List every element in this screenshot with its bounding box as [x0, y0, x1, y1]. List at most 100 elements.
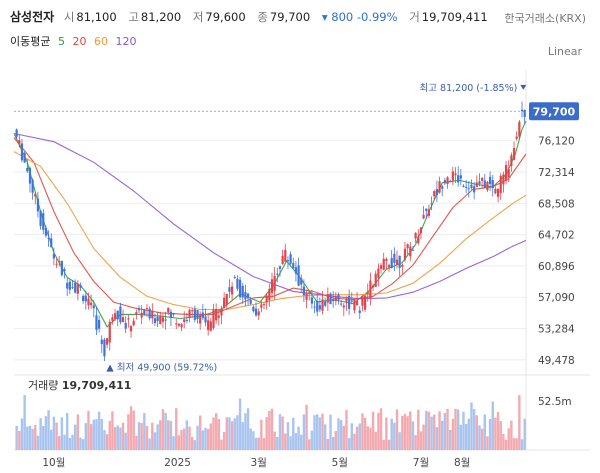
- volume-bar: [252, 431, 255, 450]
- candle-body: [329, 293, 332, 305]
- volume-bar: [510, 420, 513, 450]
- volume-bar: [42, 425, 45, 450]
- candle-body: [366, 292, 369, 294]
- candle-body: [332, 299, 335, 302]
- volume-bar: [159, 420, 162, 450]
- ma-120-line: [13, 132, 527, 300]
- volume-bar: [26, 426, 29, 450]
- volume-bar: [382, 439, 385, 450]
- volume-bar: [398, 432, 401, 450]
- volume-bar: [124, 432, 127, 450]
- open-value: 81,100: [76, 10, 117, 24]
- volume-bar: [143, 413, 146, 450]
- volume-bar: [249, 428, 252, 450]
- candle-body: [172, 313, 175, 315]
- candle-body: [321, 299, 324, 311]
- ma-20-line: [13, 137, 527, 315]
- volume-bar: [87, 410, 90, 450]
- candle-body: [63, 269, 66, 272]
- volume-bar: [137, 422, 141, 450]
- volume-bar: [427, 411, 431, 450]
- candle-body: [302, 286, 306, 296]
- volume-bar: [379, 408, 383, 450]
- scale-mode-toggle[interactable]: Linear: [547, 45, 582, 58]
- candle-body: [398, 255, 401, 268]
- volume-bar: [515, 438, 518, 450]
- exchange-name: 한국거래소(KRX): [504, 12, 586, 25]
- price-tick-label: 76,120: [538, 136, 575, 148]
- volume-bar: [28, 425, 32, 450]
- candle-body: [483, 180, 486, 189]
- price-tick-label: 72,314: [538, 167, 575, 179]
- volume-bar: [201, 430, 205, 450]
- volume-bar: [411, 421, 415, 450]
- candle-body: [217, 315, 220, 318]
- candle-body: [316, 300, 319, 312]
- volume-bar: [387, 439, 391, 450]
- volume-bar: [496, 412, 500, 450]
- candle-body: [127, 318, 130, 320]
- candle-body: [148, 308, 151, 319]
- volume-bar: [499, 420, 502, 450]
- candle-body: [55, 263, 58, 265]
- candle-body: [220, 308, 223, 316]
- volume-bar: [308, 439, 311, 450]
- volume-bar: [222, 431, 226, 450]
- volume-bar: [491, 401, 494, 450]
- candle-body: [262, 304, 266, 306]
- volume-bar: [331, 437, 335, 450]
- ma-120-label: 120: [115, 35, 137, 48]
- candle-body: [137, 308, 141, 311]
- candle-body: [409, 246, 412, 257]
- volume-bar: [169, 420, 173, 450]
- time-axis: 10월 2025 3월 5월 7월 8월: [42, 457, 470, 469]
- candle-body: [58, 261, 61, 263]
- candle-body: [28, 167, 32, 184]
- volume-bar: [472, 408, 476, 450]
- candle-body: [427, 209, 431, 216]
- volume-bar: [180, 430, 183, 450]
- candle-body: [297, 265, 300, 286]
- candle-body: [50, 238, 53, 248]
- candle-body: [313, 306, 316, 308]
- ma-60-line: [13, 151, 527, 311]
- candle-body: [241, 285, 244, 298]
- volume-bar: [177, 435, 181, 450]
- volume-bar: [323, 424, 327, 450]
- volume-bar: [191, 436, 194, 450]
- candle-body: [111, 317, 114, 321]
- volume-bar: [188, 426, 191, 450]
- candle-body: [265, 295, 268, 303]
- candle-body: [52, 253, 55, 259]
- volume-bar: [241, 422, 244, 450]
- volume-bar: [52, 416, 56, 450]
- candle-body: [467, 188, 470, 190]
- volume-bar: [401, 415, 404, 450]
- candle-body: [34, 193, 37, 197]
- candle-body: [228, 287, 231, 292]
- volume-bar: [60, 417, 64, 450]
- volume-bar: [520, 439, 524, 450]
- candle-body: [159, 315, 162, 325]
- volume-bar: [71, 434, 74, 450]
- volume-bar: [433, 414, 436, 450]
- candle-body: [257, 311, 260, 316]
- candle-body: [353, 300, 356, 311]
- volume-bar: [273, 431, 276, 450]
- candle-body: [441, 186, 444, 189]
- candle-body: [156, 316, 159, 322]
- candle-body: [395, 259, 399, 265]
- moving-average-legend[interactable]: 이동평균 5 20 60 120: [10, 33, 140, 49]
- volume-bar: [18, 430, 21, 450]
- volume-bar: [217, 419, 220, 450]
- volume-bar: [403, 414, 407, 450]
- quote-header: 삼성전자 시 81,100 고 81,200 저 79,600 종 79,700 ▾ 8…: [10, 8, 496, 25]
- candle-body: [18, 140, 21, 144]
- candle-body: [475, 182, 478, 187]
- candle-body: [425, 208, 428, 212]
- volume-bar: [310, 430, 314, 450]
- volume-bar: [145, 425, 149, 450]
- volume-bar: [286, 422, 290, 450]
